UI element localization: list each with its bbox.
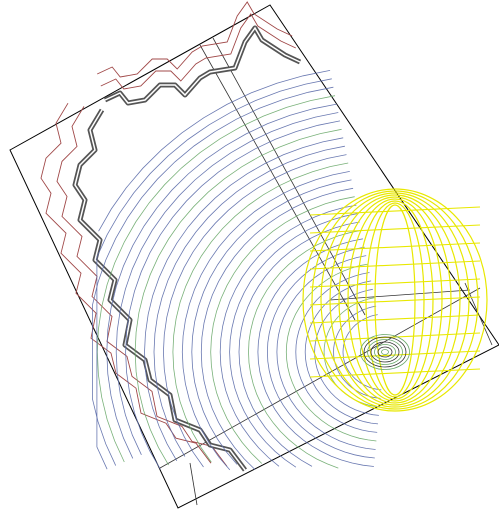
equipotential-line xyxy=(309,332,481,342)
contour-line xyxy=(144,137,344,461)
equipotential-line xyxy=(309,278,481,288)
contour-line xyxy=(248,230,362,469)
source-contour xyxy=(374,344,396,360)
grid-line xyxy=(212,37,366,316)
outer-contour xyxy=(97,1,293,78)
grid-line xyxy=(464,282,493,346)
contour-line xyxy=(106,103,337,459)
contour-line xyxy=(172,162,349,463)
contour-line xyxy=(191,179,352,465)
source-contour xyxy=(363,336,407,368)
contour-line xyxy=(238,221,360,467)
contour-line xyxy=(333,305,381,399)
flow-line xyxy=(356,200,434,400)
outer-contour xyxy=(56,106,228,467)
flow-line xyxy=(338,196,452,404)
contour-line xyxy=(162,154,347,468)
equipotential-line xyxy=(309,206,481,216)
contour-line xyxy=(125,120,341,470)
equipotential-line xyxy=(309,260,481,270)
flow-line xyxy=(347,198,443,402)
map-frame xyxy=(9,4,499,509)
grid-line xyxy=(199,44,356,321)
source-contour xyxy=(377,346,393,358)
contour-line xyxy=(200,187,354,470)
flow-line xyxy=(320,192,470,408)
grid-line xyxy=(189,462,198,506)
grid-line xyxy=(329,289,471,301)
equipotential-line xyxy=(309,314,481,324)
contour-line xyxy=(96,78,332,470)
contour-line xyxy=(92,86,334,466)
flow-line xyxy=(302,188,488,412)
equipotential-line xyxy=(309,224,481,234)
contour-line xyxy=(276,255,376,450)
source-contour xyxy=(370,341,400,363)
outer-contour xyxy=(40,102,212,464)
equipotential-line xyxy=(309,296,481,306)
inner-contours xyxy=(92,70,382,471)
equipotential-line xyxy=(309,242,481,252)
equipotential-line xyxy=(309,368,481,378)
contour-line xyxy=(153,145,345,457)
boundary-line-core xyxy=(74,109,246,471)
contour-line xyxy=(181,171,350,471)
source-contour xyxy=(367,339,403,365)
contour-line xyxy=(115,112,339,455)
contour-line xyxy=(219,204,357,467)
outer-contours xyxy=(40,1,296,467)
boundary-line-core xyxy=(104,26,301,104)
point-source-contours xyxy=(360,334,410,370)
source-contour xyxy=(360,334,410,370)
contour-line xyxy=(229,213,359,468)
outer-contour xyxy=(100,13,296,90)
source-contour xyxy=(381,349,389,355)
contour-line xyxy=(210,196,355,464)
thick-boundary xyxy=(72,25,302,472)
contour-line xyxy=(304,280,379,425)
contour-line xyxy=(266,246,375,459)
contour-line xyxy=(285,263,377,442)
yellow-flow-net xyxy=(302,188,488,412)
flow-line xyxy=(311,190,479,410)
contour-line xyxy=(134,128,342,466)
contour-line xyxy=(98,70,331,232)
boundary-line xyxy=(103,25,302,106)
contour-line xyxy=(257,238,374,467)
contour-line xyxy=(96,95,336,463)
flow-line xyxy=(329,194,461,406)
